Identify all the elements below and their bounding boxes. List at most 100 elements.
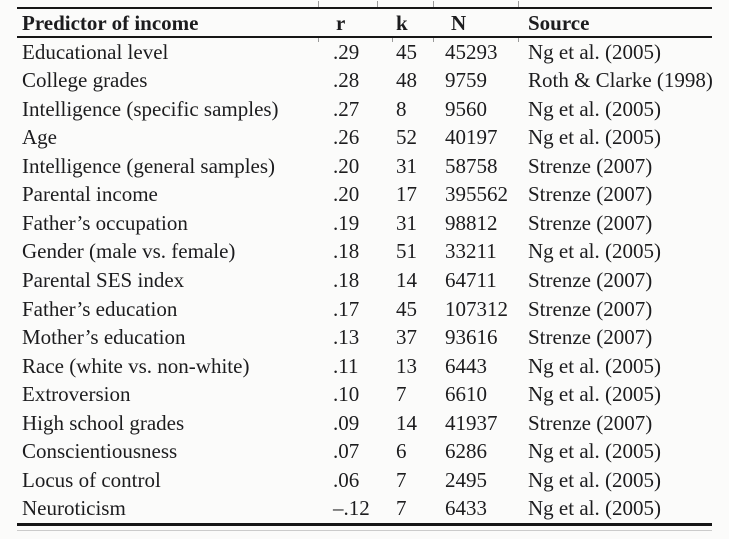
header-predictor: Predictor of income	[22, 10, 199, 35]
cell-k: 14	[396, 267, 417, 292]
table-row: Mother’s education .13 37 93616 Strenze (200…	[17, 323, 713, 352]
table-row: Extroversion .10 7 6610 Ng et al. (2005)	[17, 380, 713, 409]
table-row: Father’s education .17 45 107312 Strenze (20…	[17, 295, 713, 324]
cell-r: .28	[333, 68, 360, 93]
cell-k: 48	[396, 68, 417, 93]
cell-k: 52	[396, 125, 417, 150]
table-row: Conscientiousness .07 6 6286 Ng et al. (2005…	[17, 437, 713, 466]
cell-r: .20	[333, 153, 360, 178]
cell-n: 98812	[445, 210, 498, 235]
cell-k: 37	[396, 325, 417, 350]
table-row: Parental SES index .18 14 64711 Strenze (200…	[17, 266, 713, 295]
table-body: Educational level .29 45 45293 Ng et al. (20…	[17, 38, 713, 523]
cell-source: Strenze (2007)	[528, 210, 653, 235]
cell-n: 58758	[445, 153, 498, 178]
cell-predictor: Intelligence (general samples)	[22, 153, 276, 178]
cell-r: .07	[333, 439, 360, 464]
cell-r: .09	[333, 410, 360, 435]
cell-source: Strenze (2007)	[528, 267, 653, 292]
cell-source: Strenze (2007)	[528, 153, 653, 178]
table-row: Educational level .29 45 45293 Ng et al. (20…	[17, 38, 713, 67]
cell-r: –.12	[333, 496, 370, 521]
cell-r: .18	[333, 239, 360, 264]
column-boundary-tick	[518, 1, 519, 7]
header-r: r	[336, 10, 346, 35]
cell-r: .17	[333, 296, 360, 321]
cell-r: .26	[333, 125, 360, 150]
table-row: Intelligence (specific samples) .27 8 9560 N…	[17, 95, 713, 124]
column-boundary-tick	[433, 38, 434, 42]
cell-n: 9759	[445, 68, 487, 93]
cell-source: Ng et al. (2005)	[528, 125, 661, 150]
cell-k: 17	[396, 182, 417, 207]
table-top-rule	[17, 7, 712, 9]
header-k: k	[396, 10, 408, 35]
cell-n: 6443	[445, 353, 487, 378]
bottom-rule-echo-line	[17, 530, 712, 531]
cell-n: 40197	[445, 125, 498, 150]
cell-predictor: Father’s occupation	[22, 210, 188, 235]
cell-predictor: Mother’s education	[22, 325, 186, 350]
header-source: Source	[528, 10, 590, 35]
table-row: Age .26 52 40197 Ng et al. (2005)	[17, 124, 713, 153]
cell-predictor: Conscientiousness	[22, 439, 178, 464]
cell-predictor: Intelligence (specific samples)	[22, 96, 279, 121]
table-row: Locus of control .06 7 2495 Ng et al. (2005)	[17, 466, 713, 495]
cell-r: .19	[333, 210, 360, 235]
cell-k: 45	[396, 39, 417, 64]
cell-k: 31	[396, 210, 417, 235]
cell-predictor: Extroversion	[22, 382, 131, 407]
cell-source: Strenze (2007)	[528, 325, 653, 350]
cell-n: 9560	[445, 96, 487, 121]
cell-source: Ng et al. (2005)	[528, 353, 661, 378]
cell-k: 45	[396, 296, 417, 321]
cell-n: 45293	[445, 39, 498, 64]
cell-r: .06	[333, 467, 360, 492]
cell-predictor: Parental SES index	[22, 267, 185, 292]
cell-k: 31	[396, 153, 417, 178]
table-row: Father’s occupation .19 31 98812 Strenze (20…	[17, 209, 713, 238]
cell-source: Strenze (2007)	[528, 182, 653, 207]
column-boundary-tick	[518, 38, 519, 42]
header-underline-rule	[17, 36, 712, 38]
cell-k: 13	[396, 353, 417, 378]
cell-source: Strenze (2007)	[528, 410, 653, 435]
cell-predictor: Parental income	[22, 182, 158, 207]
column-boundary-tick	[318, 38, 319, 42]
column-boundary-tick	[377, 1, 378, 7]
cell-n: 93616	[445, 325, 498, 350]
cell-source: Ng et al. (2005)	[528, 496, 661, 521]
cell-k: 8	[396, 96, 407, 121]
cell-r: .13	[333, 325, 360, 350]
cell-predictor: Father’s education	[22, 296, 178, 321]
cell-predictor: Age	[22, 125, 57, 150]
cell-r: .18	[333, 267, 360, 292]
table-row: Race (white vs. non-white) .11 13 6443 Ng et…	[17, 352, 713, 381]
cell-k: 14	[396, 410, 417, 435]
cell-predictor: Locus of control	[22, 467, 161, 492]
cell-r: .11	[333, 353, 359, 378]
cell-source: Ng et al. (2005)	[528, 239, 661, 264]
cell-source: Strenze (2007)	[528, 296, 653, 321]
cell-n: 41937	[445, 410, 498, 435]
cell-r: .27	[333, 96, 360, 121]
table-row: Neuroticism –.12 7 6433 Ng et al. (2005)	[17, 494, 713, 523]
cell-predictor: Educational level	[22, 39, 169, 64]
income-predictors-table: Predictor of income r k N Source Educati…	[17, 1, 713, 531]
column-boundary-tick	[433, 1, 434, 7]
cell-n: 2495	[445, 467, 487, 492]
cell-n: 33211	[445, 239, 497, 264]
cell-n: 395562	[445, 182, 508, 207]
cell-n: 107312	[445, 296, 508, 321]
cell-k: 6	[396, 439, 407, 464]
header-n: N	[451, 10, 467, 35]
cell-k: 7	[396, 382, 407, 407]
cell-k: 51	[396, 239, 417, 264]
table-row: High school grades .09 14 41937 Strenze (200…	[17, 409, 713, 438]
cell-predictor: High school grades	[22, 410, 185, 435]
table-row: College grades .28 48 9759 Roth & Clarke (19…	[17, 67, 713, 96]
cell-predictor: Neuroticism	[22, 496, 126, 521]
table-bottom-rule	[17, 523, 712, 526]
cropped-row-border-ticks	[17, 1, 712, 7]
